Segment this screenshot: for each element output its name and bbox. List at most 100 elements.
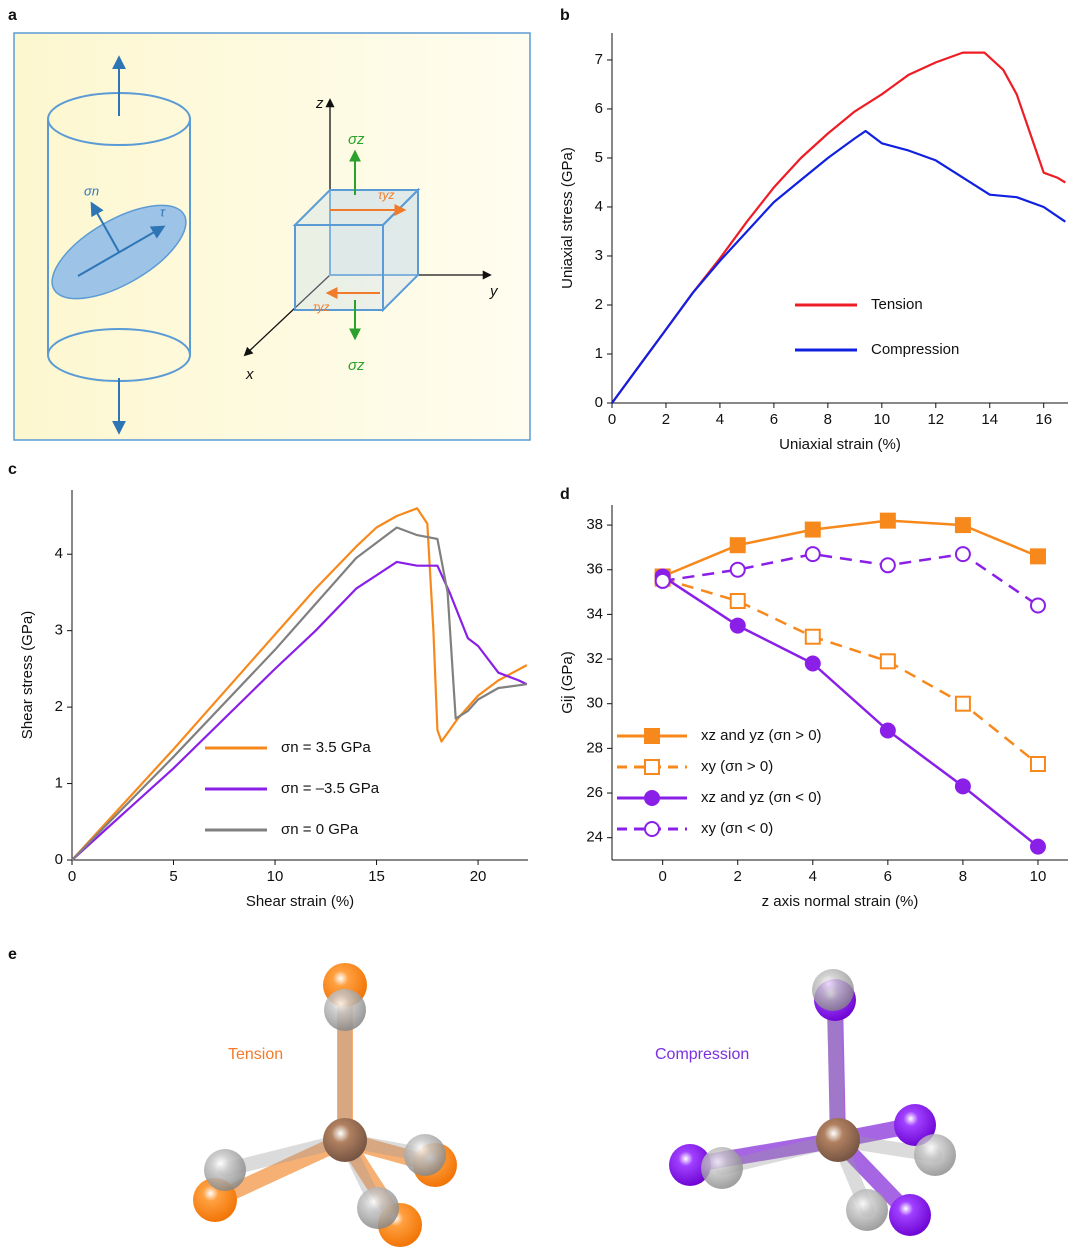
x-tick-label: 6	[770, 411, 778, 428]
series-line	[662, 575, 1039, 848]
y-tick-label: 2	[55, 698, 63, 715]
axis-name: z	[315, 95, 324, 112]
marker	[729, 561, 746, 578]
marker	[954, 546, 971, 563]
y-axis-label: Shear stress (GPa)	[19, 611, 36, 739]
series-line	[611, 129, 1066, 404]
y-tick-label: 28	[586, 739, 603, 756]
marker	[954, 517, 971, 534]
x-tick-label: 10	[1030, 868, 1047, 885]
x-tick-label: 16	[1035, 411, 1052, 428]
x-tick-label: 8	[824, 411, 832, 428]
marker	[879, 653, 896, 670]
diagram-label: σn	[84, 183, 99, 198]
y-tick-label: 5	[595, 149, 603, 166]
marker	[804, 655, 821, 672]
y-tick-label: 36	[586, 561, 603, 578]
panel-label: d	[560, 486, 570, 503]
x-tick-label: 15	[368, 868, 385, 885]
y-tick-label: 32	[586, 650, 603, 667]
legend-label: σn = –3.5 GPa	[281, 780, 380, 797]
marker	[879, 557, 896, 574]
y-tick-label: 4	[595, 198, 603, 215]
molecule-label: Compression	[655, 1046, 749, 1063]
marker	[954, 778, 971, 795]
x-tick-label: 0	[658, 868, 666, 885]
x-tick-label: 14	[981, 411, 998, 428]
legend-label: σn = 0 GPa	[281, 821, 359, 838]
marker	[729, 617, 746, 634]
y-axis-label: Gij (GPa)	[559, 651, 576, 714]
panel-label: c	[8, 461, 17, 478]
panel-label: a	[8, 7, 17, 24]
molecule-compression: Compression	[655, 969, 956, 1236]
y-tick-label: 4	[55, 545, 63, 562]
y-tick-label: 26	[586, 784, 603, 801]
y-tick-label: 0	[595, 394, 603, 411]
schematic: σn τ z y x σz σz τyz τyz	[13, 32, 531, 441]
legend-label: Tension	[871, 296, 923, 313]
axis-name: y	[489, 283, 499, 300]
x-tick-label: 4	[809, 868, 817, 885]
diagram-label: σz	[348, 357, 365, 374]
marker	[729, 593, 746, 610]
legend-label: σn = 3.5 GPa	[281, 739, 371, 756]
x-tick-label: 20	[470, 868, 487, 885]
series-line	[71, 526, 527, 861]
x-axis-label: Uniaxial strain (%)	[779, 436, 901, 453]
y-tick-label: 1	[595, 345, 603, 362]
x-tick-label: 10	[267, 868, 284, 885]
y-tick-label: 2	[595, 296, 603, 313]
x-tick-label: 6	[884, 868, 892, 885]
series-line	[662, 519, 1039, 578]
molecule-tension: Tension	[193, 963, 457, 1247]
series-line	[662, 577, 1039, 765]
molecule-label: Tension	[228, 1046, 283, 1063]
diagram-label: τyz	[378, 188, 395, 202]
y-tick-label: 1	[55, 775, 63, 792]
y-tick-label: 3	[55, 622, 63, 639]
legend-label: xz and yz (σn > 0)	[701, 727, 822, 744]
y-tick-label: 0	[55, 851, 63, 868]
y-tick-label: 24	[586, 829, 603, 846]
x-tick-label: 5	[169, 868, 177, 885]
marker	[729, 537, 746, 554]
marker	[654, 572, 671, 589]
marker	[879, 722, 896, 739]
marker	[644, 790, 660, 806]
y-tick-label: 3	[595, 247, 603, 264]
series-line	[71, 560, 528, 861]
y-tick-label: 38	[586, 516, 603, 533]
legend-label: xy (σn > 0)	[701, 758, 773, 775]
y-tick-label: 6	[595, 100, 603, 117]
marker	[804, 628, 821, 645]
legend-label: xy (σn < 0)	[701, 820, 773, 837]
legend-label: Compression	[871, 341, 959, 358]
x-tick-label: 0	[608, 411, 616, 428]
marker	[1029, 755, 1046, 772]
marker	[1029, 548, 1046, 565]
x-axis-label: z axis normal strain (%)	[762, 893, 919, 910]
marker	[644, 821, 660, 837]
x-tick-label: 0	[68, 868, 76, 885]
x-tick-label: 2	[662, 411, 670, 428]
y-tick-label: 7	[595, 51, 603, 68]
marker	[879, 512, 896, 529]
x-tick-label: 10	[873, 411, 890, 428]
legend-label: xz and yz (σn < 0)	[701, 789, 822, 806]
x-tick-label: 12	[927, 411, 944, 428]
x-tick-label: 4	[716, 411, 724, 428]
y-axis-label: Uniaxial stress (GPa)	[559, 147, 576, 289]
y-tick-label: 30	[586, 695, 603, 712]
marker	[644, 728, 660, 744]
diagram-label: τyz	[313, 300, 330, 314]
x-axis-label: Shear strain (%)	[246, 893, 354, 910]
panel-label: b	[560, 7, 570, 24]
diagram-label: τ	[160, 204, 166, 219]
axis-name: x	[245, 366, 254, 383]
marker	[954, 695, 971, 712]
panel-label: e	[8, 946, 17, 963]
marker	[1029, 597, 1046, 614]
series-line	[71, 507, 528, 861]
